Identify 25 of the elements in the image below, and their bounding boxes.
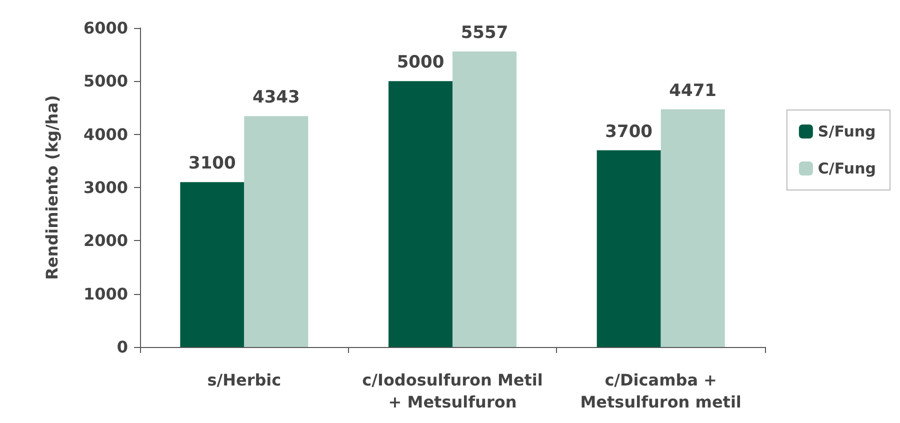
- y-tick-label: 6000: [83, 18, 128, 38]
- y-tick-label: 5000: [83, 72, 128, 91]
- y-tick-label: 4000: [83, 124, 128, 144]
- y-tick-label: 1000: [83, 284, 128, 304]
- data-label: 3100: [188, 154, 236, 174]
- bar: [596, 150, 661, 347]
- data-label: 5557: [460, 23, 508, 44]
- y-tick-label: 0: [116, 338, 128, 356]
- data-label: 3700: [605, 122, 653, 142]
- x-tick-label: c/Dicamba + Metsulfuron metil: [580, 370, 742, 412]
- bar: [244, 116, 308, 347]
- bar: [660, 109, 725, 347]
- y-tick-label: 2000: [83, 231, 128, 250]
- legend-label: C/Fung: [818, 160, 876, 178]
- y-axis-title: Rendimiento (kg/ha): [42, 95, 62, 280]
- data-label: 4343: [252, 88, 300, 108]
- y-tick-label: 3000: [83, 178, 128, 197]
- data-label: 5000: [396, 52, 444, 73]
- bar: [180, 182, 244, 347]
- x-tick-label: c/Iodosulfuron Metil + Metsulfuron: [362, 370, 543, 412]
- legend-label: S/Fung: [818, 122, 876, 140]
- bar: [388, 81, 452, 347]
- bar: [452, 52, 516, 347]
- x-tick-label: s/Herbic: [207, 370, 282, 390]
- data-label: 4471: [669, 80, 716, 101]
